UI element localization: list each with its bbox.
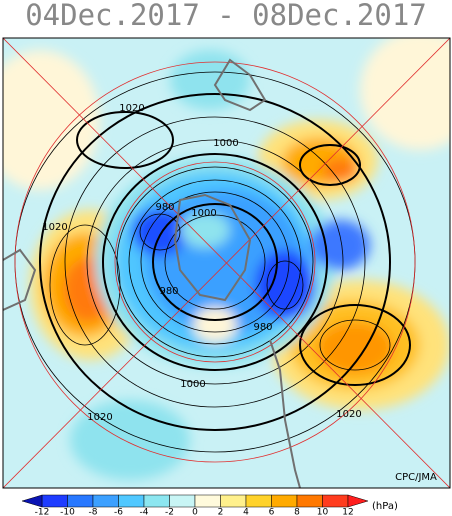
colorbar-arrow <box>347 494 369 508</box>
contour-label: 1000 <box>191 208 216 219</box>
contour-label: 980 <box>159 286 178 297</box>
coastline <box>3 58 301 488</box>
colorbar-tick-label: -10 <box>60 508 75 516</box>
contour-label: 1020 <box>336 409 361 420</box>
contour-label: 1020 <box>87 412 112 423</box>
colorbar-segment <box>41 494 68 508</box>
credit: CPC/JMA <box>395 472 437 483</box>
colorbar-tick-label: -12 <box>35 508 50 516</box>
isobars <box>14 71 416 453</box>
colorbar-segment <box>296 494 323 508</box>
colorbar: -12 -10 -8 -6 -4 -2 0 2 4 6 8 10 12 (hPa) <box>21 494 398 516</box>
colorbar-tick-label: 12 <box>342 508 353 516</box>
colorbar-arrow <box>21 494 43 508</box>
colorbar-tick-label: 2 <box>218 508 224 516</box>
colorbar-tick-label: -6 <box>114 508 123 516</box>
contour-label: 980 <box>253 322 272 333</box>
colorbar-tick-label: 8 <box>294 508 300 516</box>
colorbar-segment <box>194 494 221 508</box>
colorbar-tick-label: 0 <box>192 508 198 516</box>
colorbar-tick-label: 10 <box>317 508 329 516</box>
colorbar-tick-label: -8 <box>89 508 98 516</box>
colorbar-segment <box>322 494 349 508</box>
colorbar-segment <box>220 494 247 508</box>
title: 04Dec.2017 - 08Dec.2017 <box>25 0 427 32</box>
colorbar-tick-label: -2 <box>165 508 174 516</box>
contour-label: 1000 <box>180 379 205 390</box>
colorbar-segment <box>169 494 196 508</box>
contour-label: 1000 <box>213 138 238 149</box>
colorbar-tick-label: 4 <box>243 508 249 516</box>
colorbar-unit: (hPa) <box>372 501 398 512</box>
colorbar-tick-label: 6 <box>269 508 275 516</box>
contour-label: 1020 <box>42 222 67 233</box>
contour-label: 980 <box>155 202 174 213</box>
colorbar-segment <box>245 494 272 508</box>
colorbar-segment <box>92 494 119 508</box>
contour-label: 1020 <box>119 103 144 114</box>
colorbar-tick-label: -4 <box>140 508 149 516</box>
graticule <box>3 38 450 488</box>
map: 1020 1000 980 1000 1020 980 980 1000 102… <box>3 38 450 488</box>
colorbar-segment <box>271 494 298 508</box>
colorbar-segment <box>118 494 145 508</box>
colorbar-segment <box>67 494 94 508</box>
colorbar-segment <box>143 494 170 508</box>
